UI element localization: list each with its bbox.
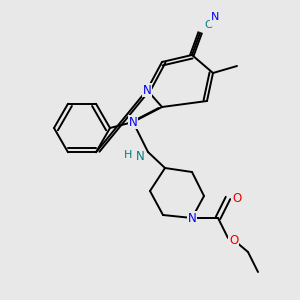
Text: N: N: [129, 116, 137, 128]
Text: H: H: [124, 150, 132, 160]
Text: N: N: [211, 12, 219, 22]
Text: N: N: [136, 151, 144, 164]
Text: O: O: [232, 191, 241, 205]
Text: O: O: [229, 235, 238, 248]
Text: N: N: [142, 83, 152, 97]
Text: N: N: [188, 212, 196, 224]
Text: C: C: [204, 20, 212, 30]
